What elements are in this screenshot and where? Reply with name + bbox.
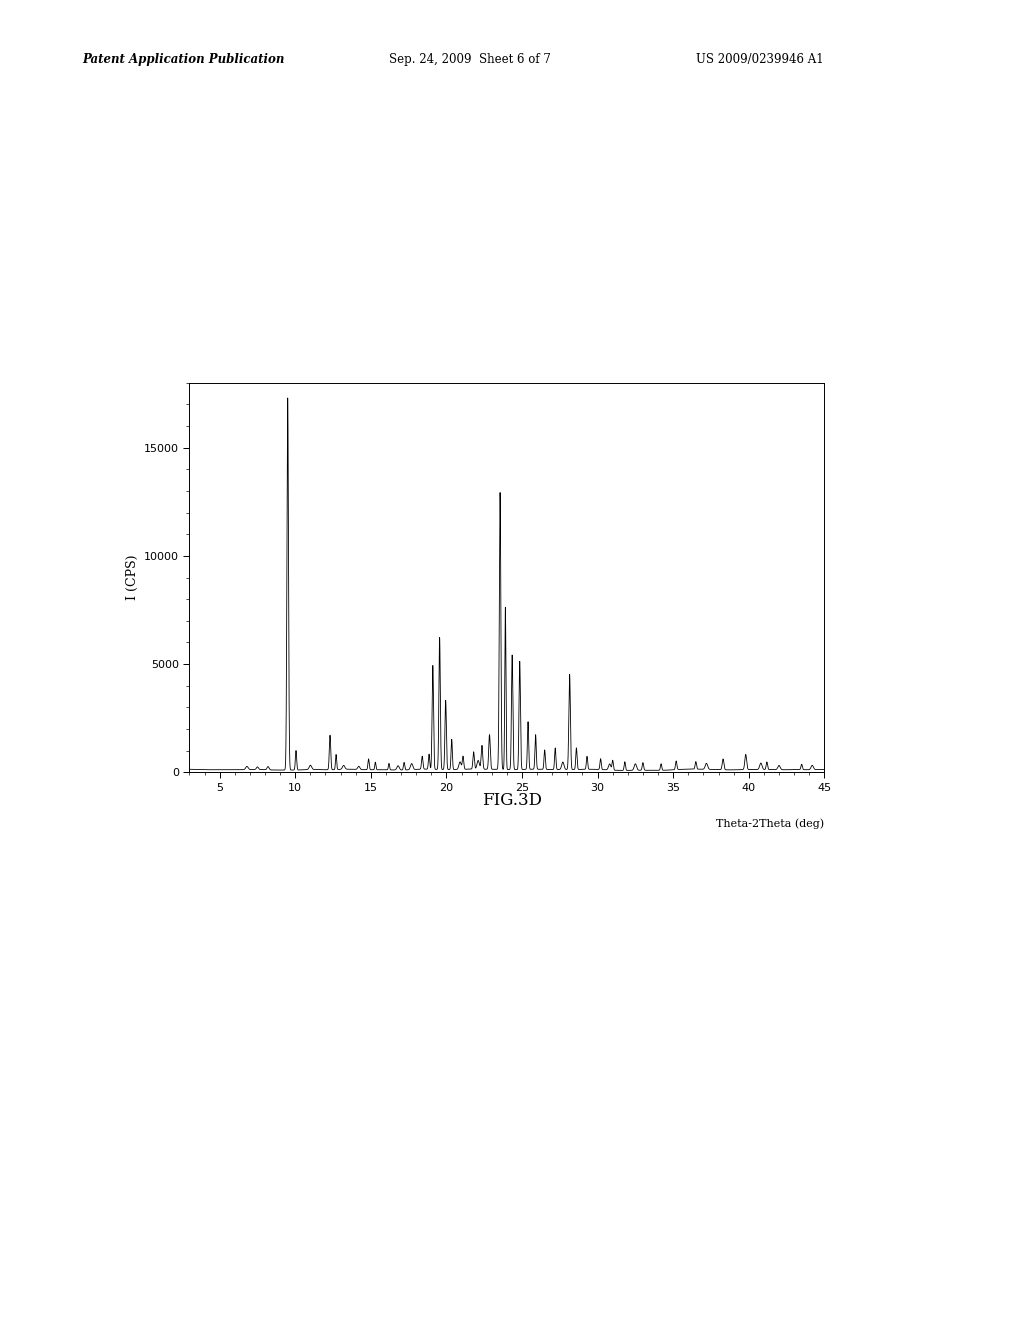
Text: US 2009/0239946 A1: US 2009/0239946 A1 — [696, 53, 824, 66]
Text: Theta-2Theta (deg): Theta-2Theta (deg) — [716, 818, 824, 829]
Text: Patent Application Publication: Patent Application Publication — [82, 53, 285, 66]
Text: FIG.3D: FIG.3D — [482, 792, 542, 809]
Y-axis label: I (CPS): I (CPS) — [126, 554, 138, 601]
Text: Sep. 24, 2009  Sheet 6 of 7: Sep. 24, 2009 Sheet 6 of 7 — [389, 53, 551, 66]
